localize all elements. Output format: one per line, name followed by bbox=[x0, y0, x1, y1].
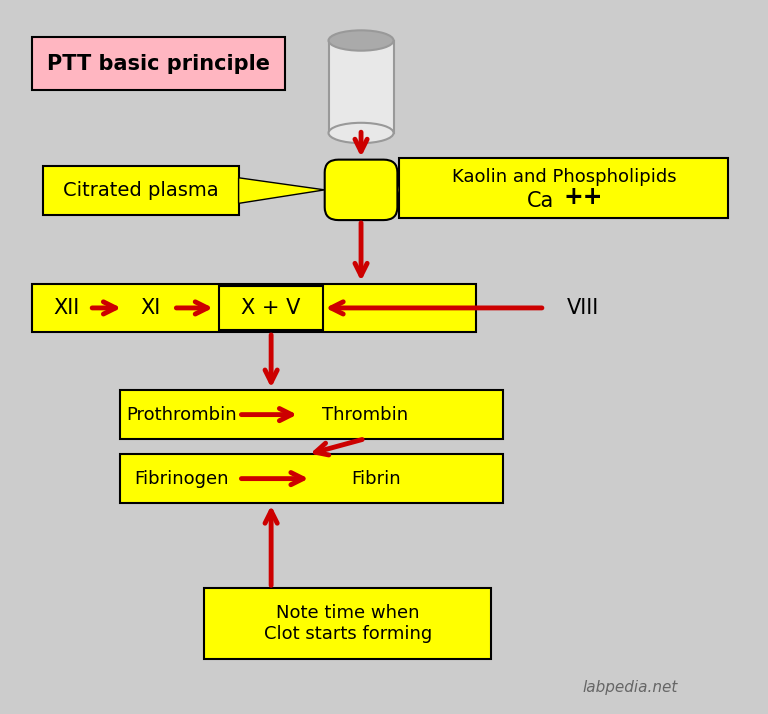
Text: Note time when
Clot starts forming: Note time when Clot starts forming bbox=[263, 604, 432, 643]
Ellipse shape bbox=[329, 30, 393, 51]
FancyBboxPatch shape bbox=[325, 160, 397, 220]
Text: ++: ++ bbox=[563, 185, 603, 209]
Text: VIII: VIII bbox=[567, 298, 599, 318]
Text: Fibrin: Fibrin bbox=[352, 470, 401, 488]
Text: Thrombin: Thrombin bbox=[322, 406, 408, 423]
Polygon shape bbox=[397, 175, 399, 201]
Text: XI: XI bbox=[141, 298, 161, 318]
Text: Ca: Ca bbox=[528, 191, 554, 211]
Text: XII: XII bbox=[53, 298, 80, 318]
FancyBboxPatch shape bbox=[44, 166, 239, 215]
Text: Citrated plasma: Citrated plasma bbox=[63, 181, 219, 200]
Text: Fibrinogen: Fibrinogen bbox=[134, 470, 228, 488]
Text: X + V: X + V bbox=[241, 298, 301, 318]
FancyBboxPatch shape bbox=[329, 41, 393, 133]
FancyBboxPatch shape bbox=[120, 454, 502, 503]
FancyBboxPatch shape bbox=[399, 158, 728, 218]
Text: Prothrombin: Prothrombin bbox=[126, 406, 237, 423]
FancyBboxPatch shape bbox=[204, 588, 491, 659]
Polygon shape bbox=[239, 178, 325, 203]
Ellipse shape bbox=[329, 123, 393, 143]
FancyBboxPatch shape bbox=[32, 283, 476, 332]
FancyBboxPatch shape bbox=[32, 37, 284, 90]
FancyBboxPatch shape bbox=[220, 286, 323, 330]
FancyBboxPatch shape bbox=[120, 391, 502, 439]
Text: PTT basic principle: PTT basic principle bbox=[47, 54, 270, 74]
Text: labpedia.net: labpedia.net bbox=[583, 680, 678, 695]
Text: Kaolin and Phospholipids: Kaolin and Phospholipids bbox=[452, 169, 676, 186]
